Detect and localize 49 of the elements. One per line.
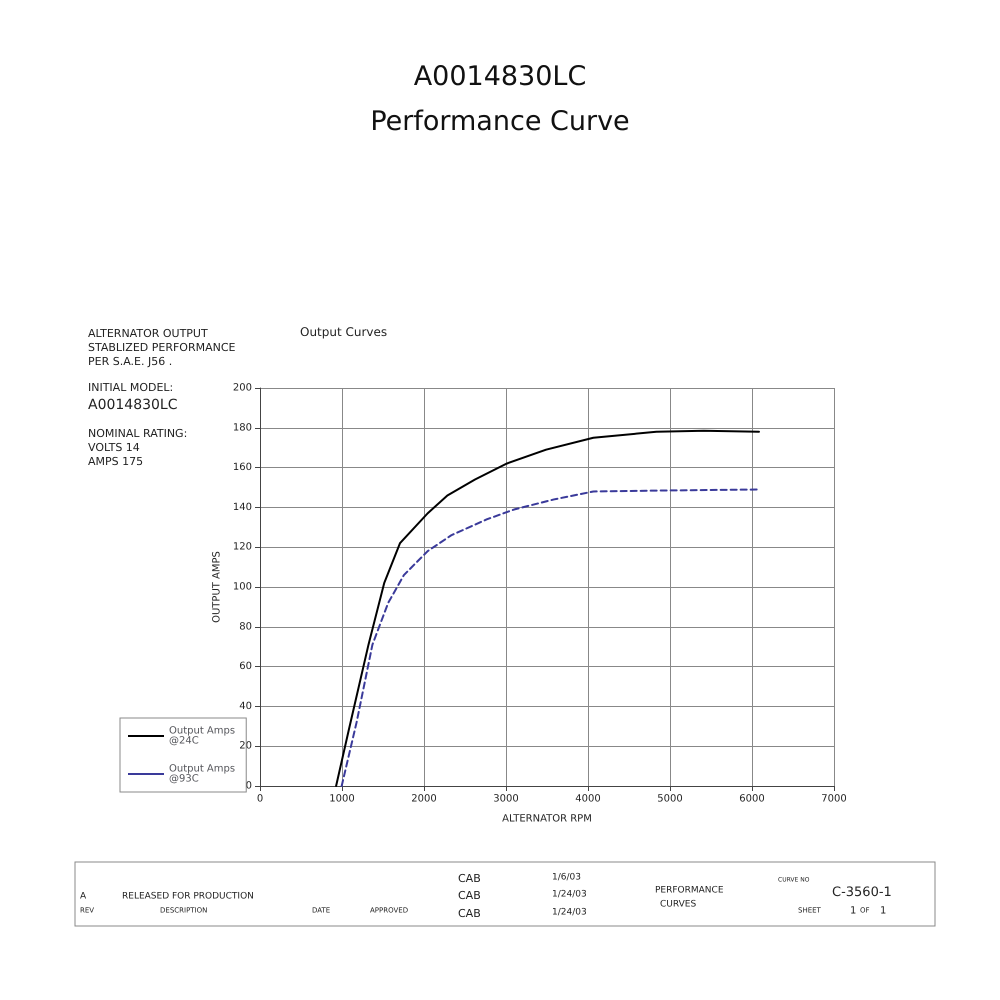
text: C-3560-1	[832, 885, 892, 900]
line-series	[335, 430, 760, 787]
x-tick-label: 4000	[575, 794, 601, 804]
x-tick-label: 3000	[493, 794, 519, 804]
text: A	[80, 892, 87, 902]
text: AMPS 175	[88, 455, 144, 468]
text: PER S.A.E. J56 .	[88, 355, 172, 368]
x-axis-title: ALTERNATOR RPM	[502, 814, 592, 824]
text: 1/24/03	[552, 908, 587, 918]
y-tick-label: 160	[232, 462, 252, 474]
x-tick-label: 5000	[657, 794, 683, 804]
y-tick-label: 200	[232, 382, 252, 394]
text: 1/6/03	[552, 872, 581, 882]
text: RELEASED FOR PRODUCTION	[122, 892, 254, 902]
y-tick-label: 40	[239, 700, 252, 712]
y-axis-title: OUTPUT AMPS	[212, 551, 223, 623]
y-tick-label: 20	[239, 740, 252, 752]
y-tick-label: 180	[232, 422, 252, 434]
legend-label: Output Amps @24C	[169, 726, 238, 746]
x-tick-label: 6000	[739, 794, 765, 804]
text: CURVES	[660, 900, 696, 910]
text: CAB	[458, 907, 481, 920]
text: 1	[880, 906, 886, 916]
text: PERFORMANCE	[655, 886, 724, 896]
x-tick-label: 7000	[821, 794, 847, 804]
y-tick-label: 60	[239, 661, 252, 672]
text: NOMINAL RATING:	[88, 427, 188, 440]
text: ALTERNATOR OUTPUT	[88, 327, 208, 340]
y-tick-label: 100	[232, 582, 252, 592]
x-tick-label: 1000	[329, 794, 355, 804]
x-tick-label: 0	[256, 794, 264, 804]
text: Output Curves	[300, 325, 388, 339]
text: A0014830LC	[414, 61, 586, 92]
text: VOLTS 14	[88, 441, 140, 454]
line-series	[340, 488, 760, 787]
legend-label: Output Amps @93C	[169, 764, 238, 784]
text: CAB	[458, 889, 481, 902]
chart-subtitle: Performance Curve	[370, 106, 630, 137]
text: INITIAL MODEL:	[88, 381, 174, 394]
text: 1	[850, 906, 856, 916]
x-tick-label: 2000	[411, 794, 437, 804]
y-tick-label: 120	[232, 542, 252, 553]
text: 1/24/03	[552, 890, 587, 900]
y-tick-label: 0	[246, 780, 252, 792]
text: CAB	[458, 872, 481, 885]
text: A0014830LC	[88, 397, 178, 413]
text: STABLIZED PERFORMANCE	[88, 341, 236, 354]
y-tick-label: 80	[239, 621, 252, 632]
y-tick-label: 140	[232, 502, 252, 513]
